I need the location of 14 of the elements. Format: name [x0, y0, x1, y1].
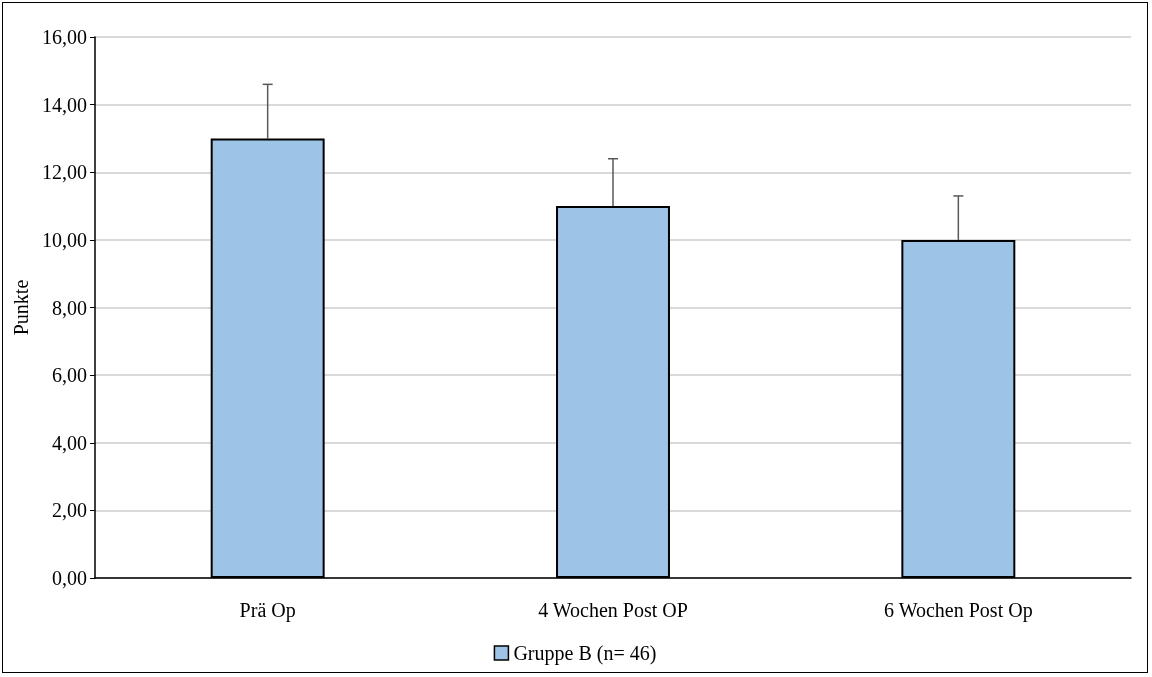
y-tick-label: 0,00	[52, 567, 87, 589]
x-tick-label: Prä Op	[239, 599, 296, 622]
x-tick-label: 4 Wochen Post OP	[538, 599, 688, 621]
y-tick-label: 8,00	[52, 296, 87, 319]
y-tick-label: 16,00	[42, 26, 87, 48]
x-tick-label: 6 Wochen Post Op	[884, 599, 1033, 622]
y-tick-label: 6,00	[52, 364, 87, 387]
y-tick-label: 4,00	[52, 431, 87, 454]
y-tick-label: 10,00	[42, 228, 87, 251]
legend-label: Gruppe B (n= 46)	[513, 642, 657, 665]
y-axis-title: Punkte	[10, 279, 32, 336]
y-tick-label: 12,00	[42, 161, 87, 184]
y-tick-label: 14,00	[42, 93, 87, 116]
y-tick-label: 2,00	[52, 499, 87, 522]
